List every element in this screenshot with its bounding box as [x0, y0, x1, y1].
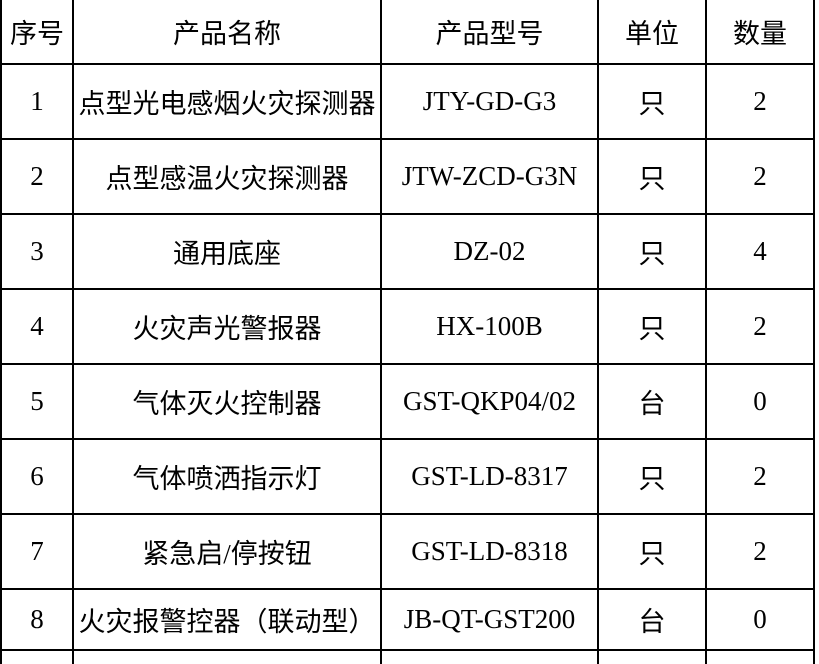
table-row: 7 紧急启/停按钮 GST-LD-8318 只 2	[0, 513, 815, 590]
cell-name: 点型感温火灾探测器	[72, 138, 382, 215]
header-cell-name: 产品名称	[72, 0, 382, 65]
header-cell-model: 产品型号	[380, 0, 599, 65]
cell-unit: 只	[597, 138, 707, 215]
cell-no: 1	[0, 63, 74, 140]
cell-unit: 台	[597, 588, 707, 651]
header-cell-unit: 单位	[597, 0, 707, 65]
cell-model: JB-QT-GST200	[380, 588, 599, 651]
table-row: 2 点型感温火灾探测器 JTW-ZCD-G3N 只 2	[0, 138, 815, 215]
cell-model: HX-100B	[380, 288, 599, 365]
cell-name: 火灾声光警报器	[72, 288, 382, 365]
cell-name: 气体灭火控制器	[72, 363, 382, 440]
table-row: 3 通用底座 DZ-02 只 4	[0, 213, 815, 290]
cell-qty: 0	[705, 588, 815, 651]
cell-unit: 只	[597, 438, 707, 515]
cell-qty: 2	[705, 63, 815, 140]
cell-qty: 2	[705, 288, 815, 365]
cell-qty: 4	[705, 213, 815, 290]
table-row: 6 气体喷洒指示灯 GST-LD-8317 只 2	[0, 438, 815, 515]
cell-unit: 只	[597, 513, 707, 590]
cell-unit: 只	[597, 63, 707, 140]
cell-model	[380, 649, 599, 664]
cell-model: JTW-ZCD-G3N	[380, 138, 599, 215]
cell-no: 6	[0, 438, 74, 515]
table-row: 4 火灾声光警报器 HX-100B 只 2	[0, 288, 815, 365]
cell-no: 8	[0, 588, 74, 651]
cell-no: 2	[0, 138, 74, 215]
cell-qty: 0	[705, 363, 815, 440]
cell-qty	[705, 649, 815, 664]
cell-unit: 只	[597, 213, 707, 290]
cell-model: JTY-GD-G3	[380, 63, 599, 140]
table-row: 8 火灾报警控器（联动型） JB-QT-GST200 台 0	[0, 588, 815, 651]
cell-name: 火灾报警控器（联动型）	[72, 588, 382, 651]
cell-no: 4	[0, 288, 74, 365]
cell-no: 7	[0, 513, 74, 590]
cell-qty: 2	[705, 138, 815, 215]
cell-model: DZ-02	[380, 213, 599, 290]
table-header: 序号 产品名称 产品型号 单位 数量	[0, 0, 815, 65]
cell-unit	[597, 649, 707, 664]
cell-name	[72, 649, 382, 664]
cell-model: GST-LD-8318	[380, 513, 599, 590]
cell-no	[0, 649, 74, 664]
header-cell-no: 序号	[0, 0, 74, 65]
cell-no: 3	[0, 213, 74, 290]
cell-name: 紧急启/停按钮	[72, 513, 382, 590]
cell-name: 通用底座	[72, 213, 382, 290]
table-row: 5 气体灭火控制器 GST-QKP04/02 台 0	[0, 363, 815, 440]
header-row: 序号 产品名称 产品型号 单位 数量	[0, 0, 815, 65]
cell-no: 5	[0, 363, 74, 440]
table-row: 1 点型光电感烟火灾探测器 JTY-GD-G3 只 2	[0, 63, 815, 140]
cell-model: GST-LD-8317	[380, 438, 599, 515]
table-row-clipped	[0, 649, 815, 664]
cell-model: GST-QKP04/02	[380, 363, 599, 440]
cell-name: 点型光电感烟火灾探测器	[72, 63, 382, 140]
table-body: 1 点型光电感烟火灾探测器 JTY-GD-G3 只 2 2 点型感温火灾探测器 …	[0, 63, 815, 664]
cell-unit: 台	[597, 363, 707, 440]
cell-name: 气体喷洒指示灯	[72, 438, 382, 515]
cell-qty: 2	[705, 438, 815, 515]
cell-qty: 2	[705, 513, 815, 590]
header-cell-qty: 数量	[705, 0, 815, 65]
cell-unit: 只	[597, 288, 707, 365]
